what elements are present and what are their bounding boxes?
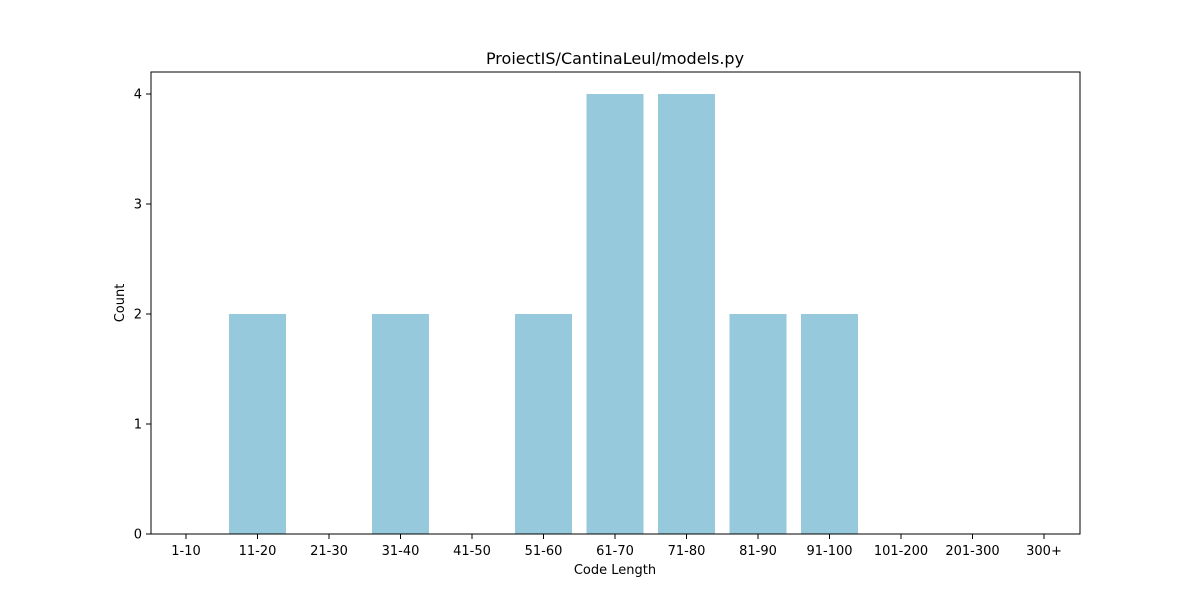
bar-81-90 — [729, 314, 787, 534]
x-tick-label: 51-60 — [525, 544, 563, 559]
x-tick-label: 11-20 — [239, 544, 277, 559]
x-tick-label: 201-300 — [945, 544, 999, 559]
x-tick-label: 1-10 — [171, 544, 201, 559]
y-tick-label: 3 — [134, 198, 142, 213]
x-tick-label: 91-100 — [806, 544, 852, 559]
x-tick-label: 300+ — [1026, 544, 1062, 559]
bar-31-40 — [372, 314, 429, 534]
bar-51-60 — [515, 314, 572, 534]
x-tick-label: 61-70 — [596, 544, 634, 559]
x-axis: 1-10 11-20 21-30 31-40 41-50 51-60 61-70 71-80 8… — [171, 534, 1062, 559]
x-axis-label: Code Length — [574, 563, 656, 578]
x-tick-label: 21-30 — [310, 544, 348, 559]
x-tick-label: 31-40 — [382, 544, 420, 559]
y-axis-label: Count — [113, 284, 128, 323]
y-tick-label: 1 — [134, 418, 142, 433]
x-tick-label: 71-80 — [668, 544, 706, 559]
x-tick-label: 41-50 — [453, 544, 491, 559]
y-axis: 0 1 2 3 4 — [134, 88, 151, 543]
y-tick-label: 0 — [134, 528, 142, 543]
bar-71-80 — [658, 94, 715, 534]
bar-11-20 — [229, 314, 286, 534]
chart-title: ProiectIS/CantinaLeul/models.py — [486, 49, 744, 68]
x-tick-label: 81-90 — [739, 544, 777, 559]
bar-91-100 — [801, 314, 858, 534]
x-tick-label: 101-200 — [874, 544, 928, 559]
bars-group — [229, 94, 858, 534]
y-tick-label: 4 — [134, 88, 142, 103]
bar-61-70 — [586, 94, 644, 534]
y-tick-label: 2 — [134, 308, 142, 323]
